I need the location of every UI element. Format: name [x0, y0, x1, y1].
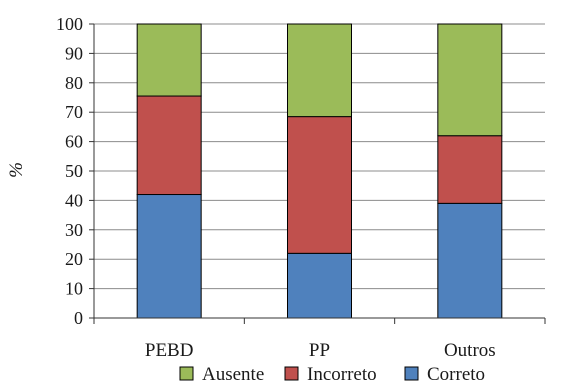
- bar-segment-incorreto-outros: [437, 135, 503, 204]
- legend: Ausente Incorreto Correto: [179, 364, 485, 385]
- legend-swatch-ausente: [179, 366, 194, 381]
- y-tick-label: 50: [65, 161, 83, 181]
- y-tick-label: 10: [65, 279, 83, 299]
- y-tick-label: 60: [65, 132, 83, 152]
- bar-segment-ausente-outros: [437, 23, 503, 137]
- x-category-label: Outros: [444, 340, 496, 361]
- bars-group: [136, 23, 503, 319]
- legend-label-incorreto: Incorreto: [307, 364, 377, 385]
- x-category-labels: PEBD PP Outros: [145, 340, 496, 361]
- bar-segment-incorreto-pp: [287, 116, 352, 254]
- y-tick-labels: 0 10 20 30 40 50 60 70 80 90 100: [56, 14, 83, 328]
- legend-swatch-correto: [404, 366, 419, 381]
- bar-segment-ausente-pebd: [136, 23, 202, 97]
- y-tick-label: 30: [65, 220, 83, 240]
- bar-segment-correto-pp: [287, 252, 352, 319]
- y-axis-label: %: [6, 162, 27, 178]
- axes: [89, 23, 546, 324]
- y-tick-label: 90: [65, 43, 83, 63]
- x-category-label: PP: [309, 340, 330, 361]
- bar-segment-correto-outros: [437, 202, 503, 319]
- x-category-label: PEBD: [145, 340, 194, 361]
- bar-segment-incorreto-pebd: [136, 95, 202, 196]
- bar-segment-ausente-pp: [287, 23, 352, 118]
- legend-label-ausente: Ausente: [202, 364, 264, 385]
- legend-swatch-incorreto: [284, 366, 299, 381]
- bar-segment-correto-pebd: [136, 194, 202, 319]
- y-tick-label: 80: [65, 73, 83, 93]
- y-tick-label: 20: [65, 249, 83, 269]
- y-tick-label: 0: [74, 308, 83, 328]
- legend-label-correto: Correto: [427, 364, 485, 385]
- y-tick-label: 40: [65, 190, 83, 210]
- y-tick-label: 100: [56, 14, 83, 34]
- y-tick-label: 70: [65, 102, 83, 122]
